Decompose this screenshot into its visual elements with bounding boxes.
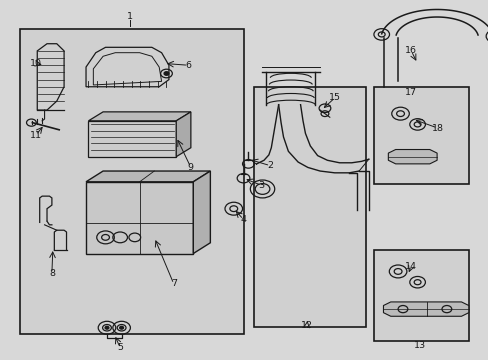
Text: 2: 2 bbox=[267, 161, 273, 170]
Text: 14: 14 bbox=[405, 262, 416, 271]
Text: 8: 8 bbox=[49, 269, 55, 278]
Text: 13: 13 bbox=[413, 341, 425, 350]
Bar bbox=[254, 87, 366, 327]
Polygon shape bbox=[383, 302, 468, 316]
Text: 5: 5 bbox=[117, 343, 123, 352]
Text: 4: 4 bbox=[240, 215, 246, 224]
Polygon shape bbox=[86, 171, 210, 182]
Text: 3: 3 bbox=[258, 181, 264, 190]
Text: 17: 17 bbox=[405, 87, 416, 96]
Text: 9: 9 bbox=[187, 163, 193, 172]
Bar bbox=[373, 250, 468, 341]
Text: 16: 16 bbox=[405, 46, 416, 55]
Text: 15: 15 bbox=[328, 93, 341, 102]
Text: 11: 11 bbox=[30, 131, 41, 140]
Bar bbox=[20, 30, 244, 334]
Polygon shape bbox=[176, 112, 190, 157]
Text: 1: 1 bbox=[127, 12, 133, 21]
Polygon shape bbox=[387, 149, 436, 164]
Text: 12: 12 bbox=[300, 321, 312, 330]
Text: 7: 7 bbox=[170, 279, 177, 288]
Text: 18: 18 bbox=[431, 123, 443, 132]
Circle shape bbox=[163, 72, 168, 75]
Circle shape bbox=[120, 326, 123, 329]
Polygon shape bbox=[88, 112, 190, 121]
Polygon shape bbox=[193, 171, 210, 253]
Text: 10: 10 bbox=[30, 59, 41, 68]
Bar bbox=[373, 87, 468, 184]
Circle shape bbox=[105, 326, 109, 329]
Bar bbox=[88, 121, 176, 157]
Text: 6: 6 bbox=[185, 61, 191, 70]
Bar bbox=[86, 182, 193, 253]
